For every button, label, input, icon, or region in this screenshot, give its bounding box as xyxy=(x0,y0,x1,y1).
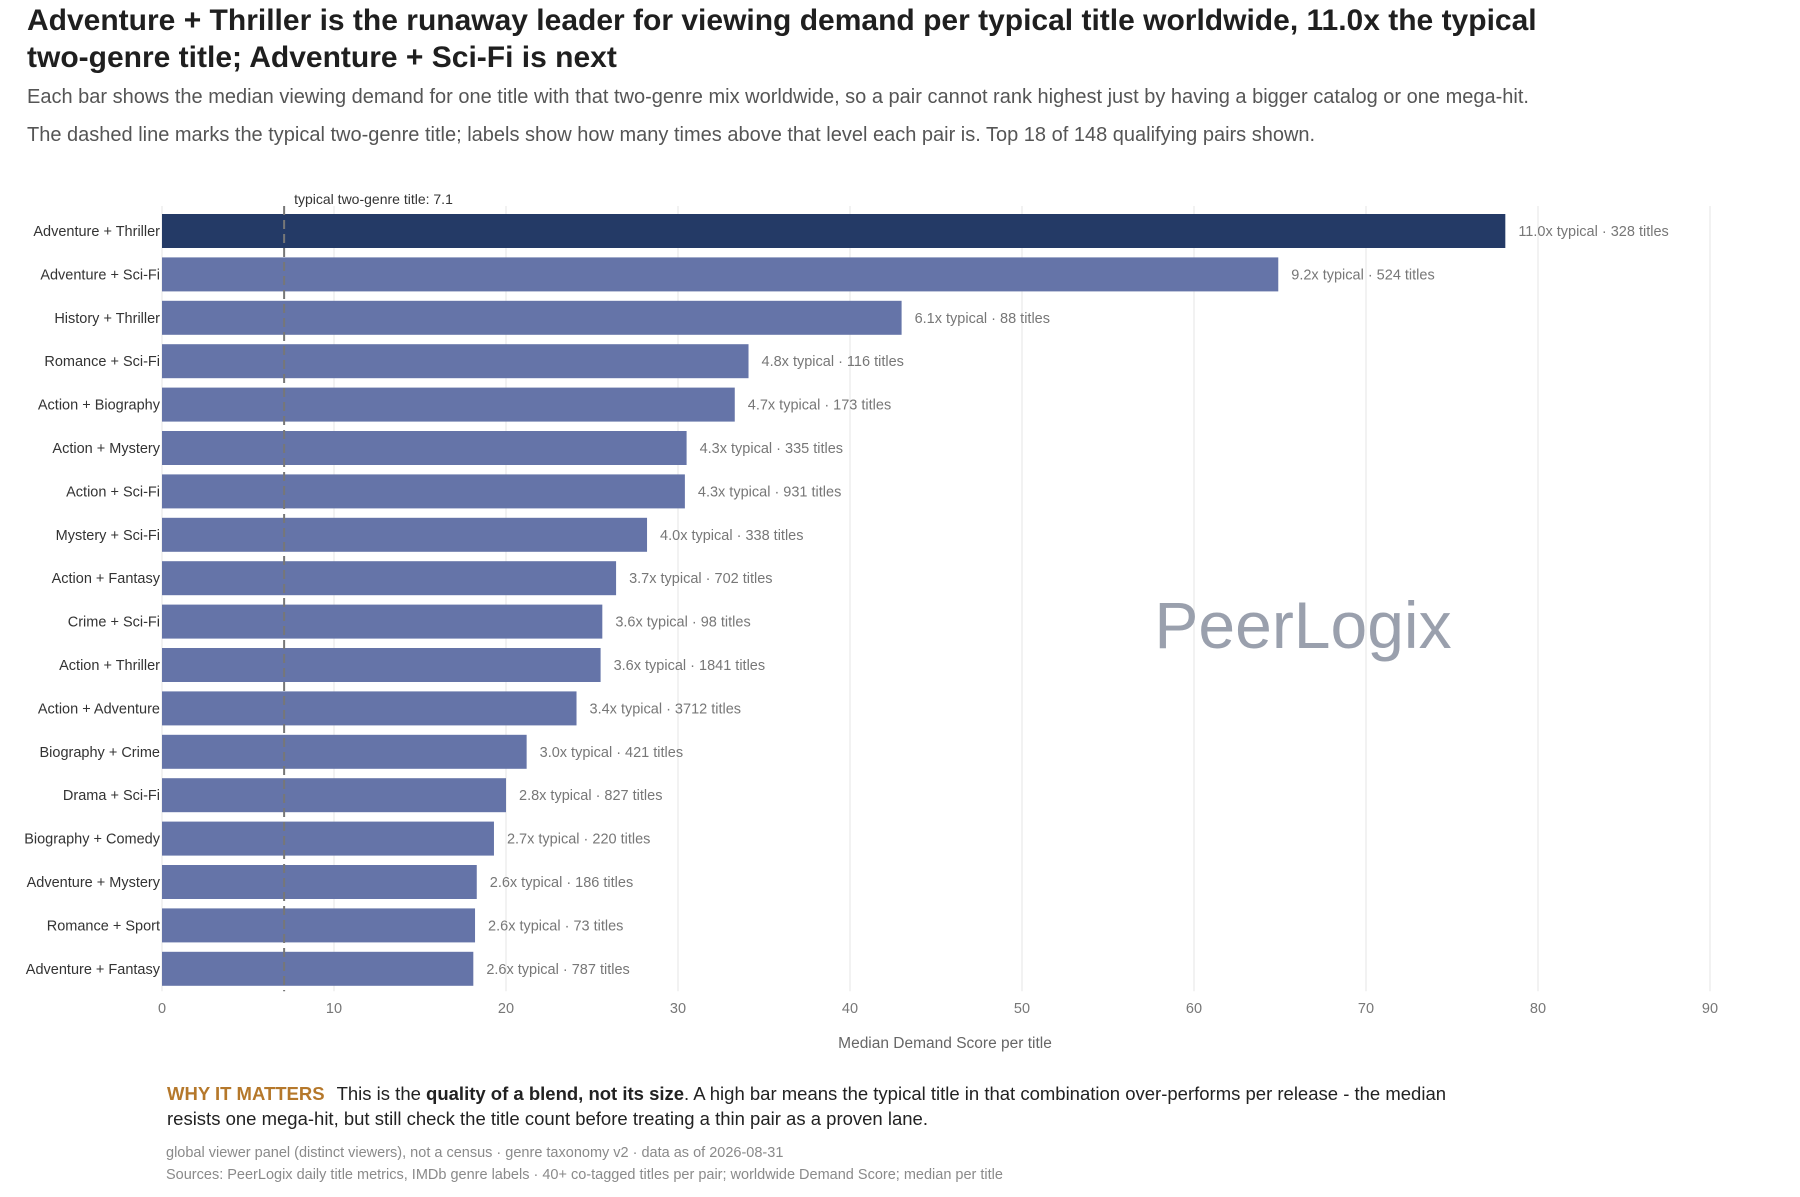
why-it-matters-text-start: This is the xyxy=(336,1083,427,1104)
bar xyxy=(162,734,527,769)
chart-subtitle-note: The dashed line marks the typical two-ge… xyxy=(27,124,1316,146)
bar-value-label: 6.1x typical · 88 titles xyxy=(915,311,1050,327)
x-tick-label: 10 xyxy=(326,1001,342,1017)
bar-chart: 0 10 20 30 40 50 60 70 80 90 Adventure + Thriller 1… xyxy=(24,191,1718,1052)
bar-value-label: 4.7x typical · 173 titles xyxy=(748,398,891,414)
bar xyxy=(162,214,1506,248)
x-tick-label: 60 xyxy=(1186,1001,1202,1017)
category-label: Mystery + Sci-Fi xyxy=(56,528,160,544)
bar xyxy=(162,951,474,986)
bar xyxy=(162,474,685,509)
x-axis-label: Median Demand Score per title xyxy=(838,1035,1052,1052)
bar-value-label: 3.6x typical · 1841 titles xyxy=(614,658,766,674)
bar xyxy=(162,691,577,726)
category-label: Action + Sci-Fi xyxy=(66,484,160,500)
bar-value-label: 11.0x typical · 328 titles xyxy=(1518,224,1668,240)
category-label: Biography + Comedy xyxy=(24,832,161,848)
bar xyxy=(162,778,506,813)
category-label: Adventure + Fantasy xyxy=(26,962,161,978)
bar-value-label: 2.8x typical · 827 titles xyxy=(519,788,662,804)
category-label: Biography + Crime xyxy=(40,745,160,761)
gridlines xyxy=(161,206,1711,992)
x-tick-label: 70 xyxy=(1358,1001,1374,1017)
footnote-panel: global viewer panel (distinct viewers), … xyxy=(166,1145,784,1161)
bar xyxy=(162,344,749,379)
why-it-matters-label: WHY IT MATTERS xyxy=(167,1083,325,1104)
labels: 0 10 20 30 40 50 60 70 80 90 Adventure + Thriller 1… xyxy=(24,191,1718,1017)
bar xyxy=(162,517,648,552)
bar-value-label: 3.7x typical · 702 titles xyxy=(629,571,772,587)
bar xyxy=(162,648,601,682)
category-label: Action + Fantasy xyxy=(52,571,161,587)
bar-value-label: 2.7x typical · 220 titles xyxy=(507,832,650,848)
why-it-matters-text-end: . A high bar means the typical title in … xyxy=(167,1083,1447,1129)
category-label: Action + Adventure xyxy=(38,701,160,717)
bar xyxy=(162,300,902,335)
x-tick-label: 20 xyxy=(498,1001,514,1017)
x-tick-label: 0 xyxy=(158,1001,166,1017)
x-tick-label: 80 xyxy=(1530,1001,1546,1017)
bar-value-label: 4.8x typical · 116 titles xyxy=(762,354,904,370)
bar-value-label: 3.4x typical · 3712 titles xyxy=(590,701,742,717)
bar xyxy=(162,387,735,422)
why-it-matters-emphasis: quality of a blend, not its size xyxy=(426,1083,685,1104)
x-tick-label: 40 xyxy=(842,1001,858,1017)
why-it-matters: WHY IT MATTERS This is the quality of a b… xyxy=(167,1081,1497,1131)
bar-value-label: 3.6x typical · 98 titles xyxy=(615,615,750,631)
category-label: Romance + Sci-Fi xyxy=(44,354,160,370)
bar-value-label: 2.6x typical · 787 titles xyxy=(486,962,629,978)
chart-subtitle: Each bar shows the median viewing demand… xyxy=(27,86,1529,108)
footnote-sources: Sources: PeerLogix daily title metrics, … xyxy=(166,1167,1003,1183)
bar-value-label: 9.2x typical · 524 titles xyxy=(1291,267,1434,283)
bar-value-label: 4.3x typical · 931 titles xyxy=(698,484,841,500)
bars xyxy=(162,214,1506,986)
bar xyxy=(162,604,603,639)
category-label: Romance + Sport xyxy=(47,918,160,934)
bar-value-label: 2.6x typical · 73 titles xyxy=(488,918,623,934)
bar xyxy=(162,431,687,465)
chart-title: Adventure + Thriller is the runaway lead… xyxy=(27,4,1537,74)
bar-value-label: 3.0x typical · 421 titles xyxy=(540,745,683,761)
category-label: Action + Biography xyxy=(38,398,161,414)
watermark-text: PeerLogix xyxy=(1154,588,1451,662)
bar xyxy=(162,821,494,856)
bar-value-label: 2.6x typical · 186 titles xyxy=(490,875,633,891)
category-label: Crime + Sci-Fi xyxy=(68,615,160,631)
category-label: Action + Thriller xyxy=(59,658,160,674)
x-tick-label: 30 xyxy=(670,1001,686,1017)
category-label: History + Thriller xyxy=(54,311,160,327)
x-tick-label: 50 xyxy=(1014,1001,1030,1017)
bar xyxy=(162,561,617,596)
bar xyxy=(162,865,477,899)
bar xyxy=(162,908,476,943)
x-tick-label: 90 xyxy=(1702,1001,1718,1017)
bar-value-label: 4.0x typical · 338 titles xyxy=(660,528,803,544)
category-label: Action + Mystery xyxy=(52,441,160,457)
category-label: Drama + Sci-Fi xyxy=(63,788,160,804)
category-label: Adventure + Sci-Fi xyxy=(40,267,160,283)
category-label: Adventure + Thriller xyxy=(33,224,160,240)
bar-value-label: 4.3x typical · 335 titles xyxy=(700,441,843,457)
bar xyxy=(162,257,1279,292)
category-label: Adventure + Mystery xyxy=(27,875,161,891)
reference-line-label: typical two-genre title: 7.1 xyxy=(294,191,453,207)
